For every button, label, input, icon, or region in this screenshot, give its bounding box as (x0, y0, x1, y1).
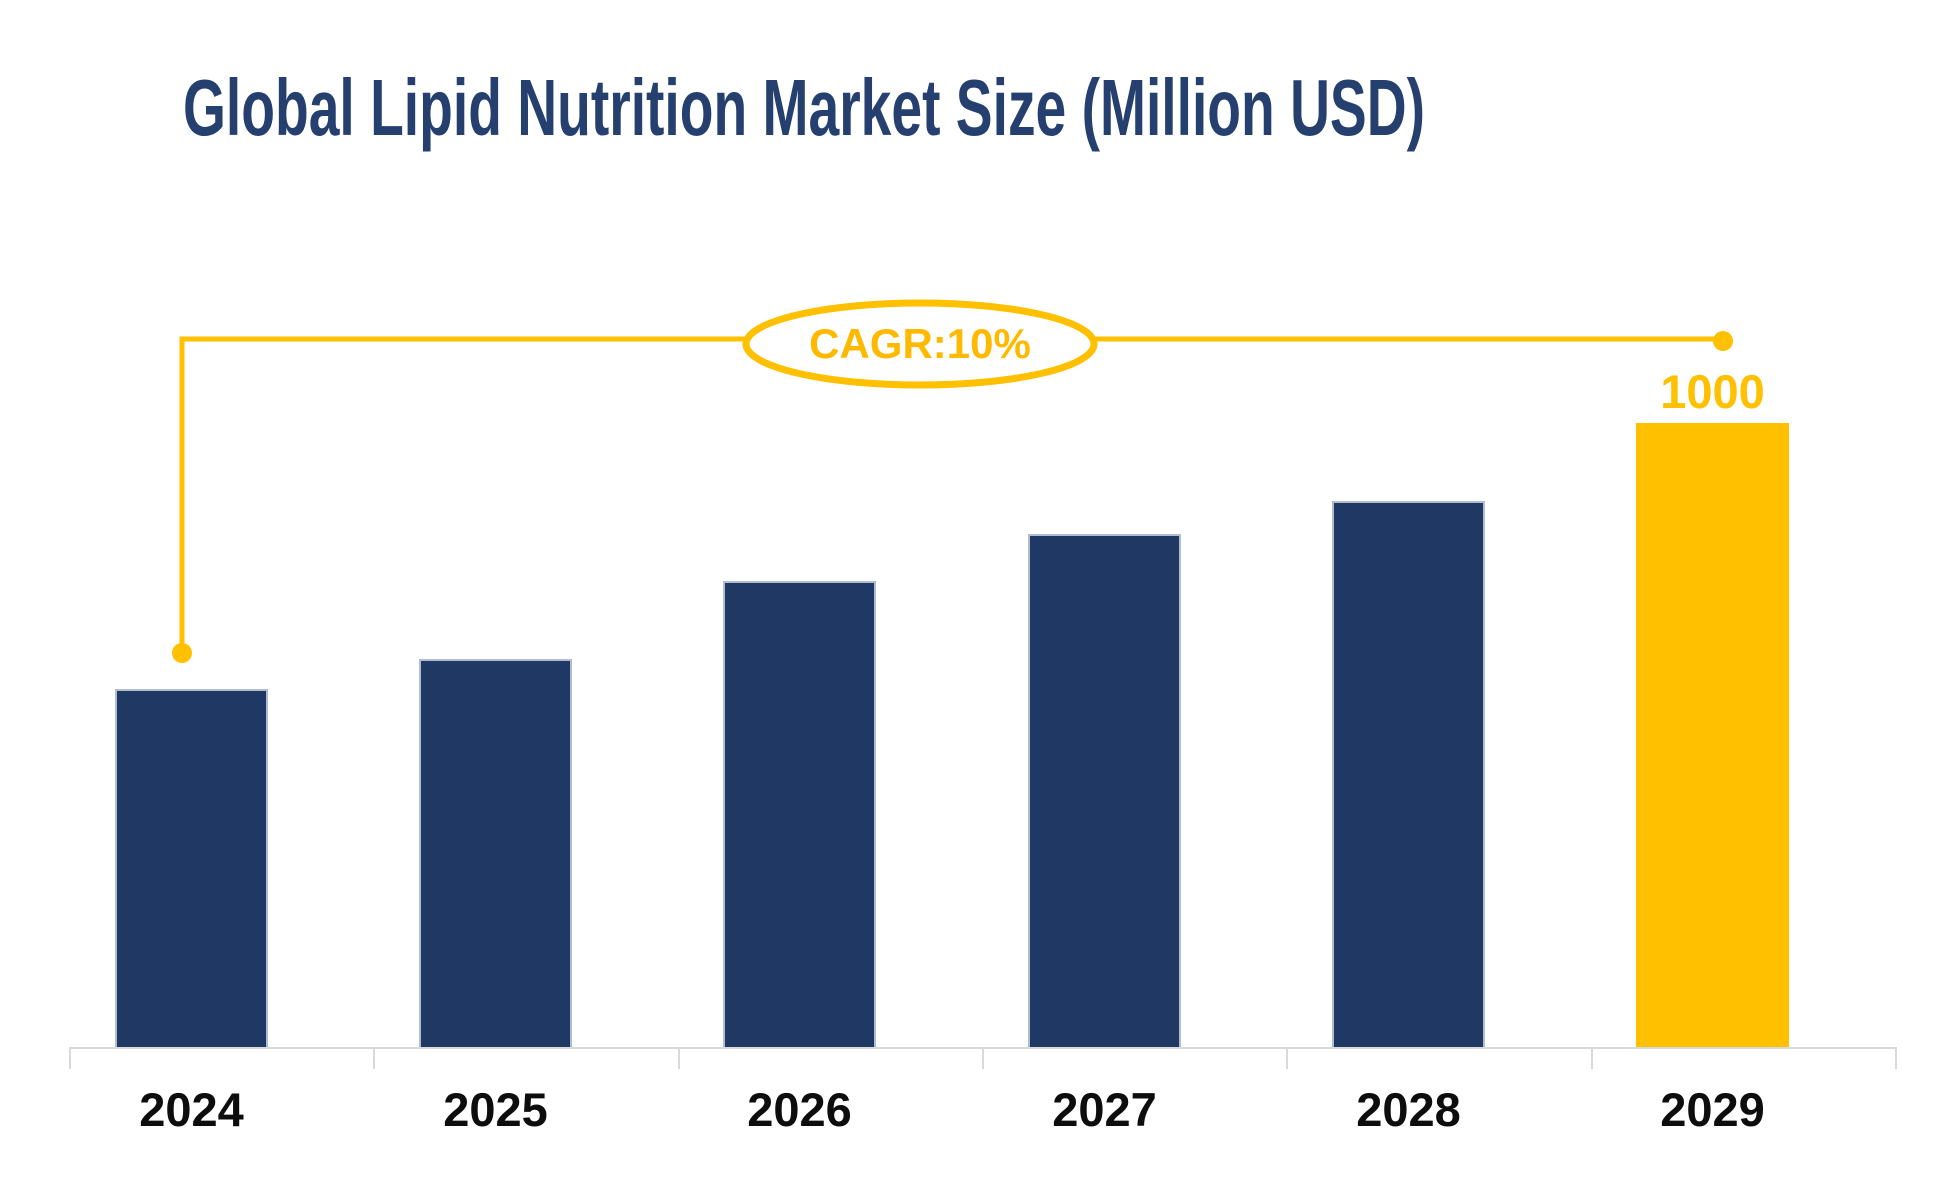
x-axis-label-2028: 2028 (1356, 1083, 1461, 1136)
callout-end-dot (1713, 331, 1733, 351)
x-axis-tick (373, 1047, 375, 1069)
x-axis-label-2025: 2025 (443, 1083, 548, 1136)
x-axis-label-2027: 2027 (1052, 1083, 1157, 1136)
bar-2029 (1636, 423, 1789, 1048)
x-axis-tick (678, 1047, 680, 1069)
bar-2026 (723, 581, 876, 1048)
x-axis-label-2029: 2029 (1660, 1083, 1765, 1136)
chart-title: Global Lipid Nutrition Market Size (Mill… (183, 63, 1425, 152)
bar-2027 (1028, 534, 1181, 1048)
bar-2028 (1332, 501, 1485, 1048)
x-axis-label-2024: 2024 (139, 1083, 244, 1136)
bar-2025 (419, 659, 572, 1048)
x-axis-tick (69, 1047, 71, 1069)
cagr-label: CAGR:10% (809, 320, 1031, 367)
x-axis-tick (1286, 1047, 1288, 1069)
bar-2024 (115, 689, 268, 1048)
callout-connector-line (179, 336, 1723, 653)
x-axis-tick (1895, 1047, 1897, 1069)
x-axis-label-2026: 2026 (747, 1083, 852, 1136)
bar-value-label-2029: 1000 (1660, 365, 1765, 418)
x-axis-tick (982, 1047, 984, 1069)
callout-start-dot (172, 643, 192, 663)
x-axis-tick (1591, 1047, 1593, 1069)
